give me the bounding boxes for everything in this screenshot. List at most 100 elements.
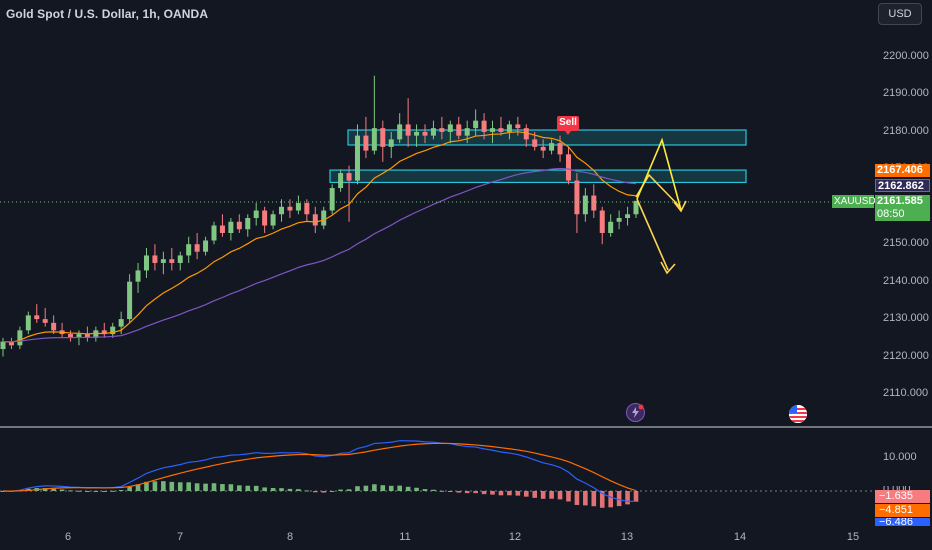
histogram-bar xyxy=(599,491,605,508)
histogram-bar xyxy=(270,488,276,491)
candle-body xyxy=(287,206,293,211)
candle-body xyxy=(633,200,639,215)
time-axis-tick: 15 xyxy=(846,531,860,543)
histogram-bar xyxy=(338,489,343,491)
histogram-bar xyxy=(177,482,183,491)
histogram-bar xyxy=(228,484,234,491)
histogram-bar xyxy=(262,487,267,491)
histogram-bar xyxy=(312,491,318,493)
histogram-bar xyxy=(346,489,352,491)
candle-body xyxy=(135,270,141,282)
histogram-bar xyxy=(380,485,386,491)
histogram-bar xyxy=(161,481,166,491)
histogram-bar xyxy=(135,484,141,491)
histogram-bar xyxy=(431,489,436,491)
candle-body xyxy=(473,120,479,129)
histogram-bar xyxy=(549,491,554,499)
candle-body xyxy=(236,221,242,230)
candle-body xyxy=(127,281,133,320)
price-axis-tick: 2180.000 xyxy=(883,124,929,137)
histogram-bar xyxy=(363,485,369,491)
candle-body xyxy=(211,225,217,241)
histogram-bar xyxy=(625,491,630,505)
us-flag-icon[interactable] xyxy=(789,405,807,423)
candle-body xyxy=(540,146,546,151)
histogram-bar xyxy=(203,483,208,491)
candle-body xyxy=(371,128,377,151)
candle-body xyxy=(414,131,420,136)
arrow-path-2 xyxy=(636,137,682,211)
price-axis-tick: 2140.000 xyxy=(883,274,929,287)
candle-body xyxy=(0,341,6,350)
candle-body xyxy=(338,173,344,189)
candle-body xyxy=(42,319,48,323)
time-axis-tick: 6 xyxy=(64,531,72,543)
histogram-bar xyxy=(464,491,470,494)
histogram-bar xyxy=(152,481,158,491)
histogram-bar xyxy=(279,488,284,491)
histogram-bar xyxy=(59,489,65,491)
histogram-bar xyxy=(194,483,200,491)
candle-body xyxy=(599,210,605,233)
macd-histogram xyxy=(0,481,639,508)
candle-body xyxy=(194,244,200,252)
time-axis-tick: 14 xyxy=(733,531,747,543)
macd-axis-tick: 10.000 xyxy=(883,451,917,463)
countdown-tag: 08:50 xyxy=(875,208,930,221)
ema-fast-line xyxy=(2,131,637,343)
candle-body xyxy=(253,210,259,219)
histogram-bar xyxy=(76,490,82,492)
histogram-bar xyxy=(220,484,225,491)
currency-button[interactable]: USD xyxy=(878,3,922,25)
symbol-tag: XAUUSD xyxy=(832,195,876,208)
histogram-bar xyxy=(507,491,512,496)
histogram-bar xyxy=(118,490,124,492)
histogram-bar xyxy=(515,491,521,496)
candle-body xyxy=(321,210,327,226)
candle-body xyxy=(506,124,512,132)
candle-body xyxy=(68,334,74,338)
candle-body xyxy=(34,315,40,320)
candle-body xyxy=(363,135,369,151)
histogram-bar xyxy=(93,491,99,492)
candle-body xyxy=(490,128,496,132)
candle-body xyxy=(262,210,268,226)
histogram-bar xyxy=(237,485,242,491)
time-axis-tick: 7 xyxy=(176,531,184,543)
ema-fast-price-tag: 2167.406 xyxy=(875,164,930,177)
histogram-bar xyxy=(287,488,293,491)
candle-body xyxy=(143,255,149,271)
candle-body xyxy=(608,221,614,233)
histogram-bar xyxy=(481,491,487,495)
histogram-bar xyxy=(616,491,622,507)
candle-body xyxy=(422,131,428,136)
lightning-icon[interactable] xyxy=(626,403,645,422)
projection-arrows xyxy=(635,137,687,275)
candle-body xyxy=(430,128,436,136)
candle-body xyxy=(565,154,571,181)
time-axis-tick: 8 xyxy=(286,531,294,543)
candle-body xyxy=(329,188,335,211)
candle-body xyxy=(346,173,352,181)
price-axis-tick: 2110.000 xyxy=(883,387,929,399)
candle-body xyxy=(160,259,166,263)
histogram-bar xyxy=(473,491,478,494)
histogram-bar xyxy=(448,491,453,492)
symbol-title: Gold Spot / U.S. Dollar, 1h, OANDA xyxy=(6,7,209,21)
candle-body xyxy=(84,334,90,338)
candle-body xyxy=(228,221,234,233)
time-axis-tick: 11 xyxy=(399,531,411,543)
candle-body xyxy=(481,120,487,132)
histogram-bar xyxy=(372,484,377,491)
candle-body xyxy=(279,206,285,215)
candle-body xyxy=(152,255,158,263)
candle-body xyxy=(304,203,310,215)
candle-body xyxy=(456,124,462,136)
candle-body xyxy=(439,128,445,132)
zones xyxy=(329,129,747,184)
sell-label: Sell xyxy=(559,117,577,128)
histogram-bar xyxy=(110,490,116,492)
histogram-bar xyxy=(498,491,504,496)
candle-body xyxy=(591,195,597,211)
